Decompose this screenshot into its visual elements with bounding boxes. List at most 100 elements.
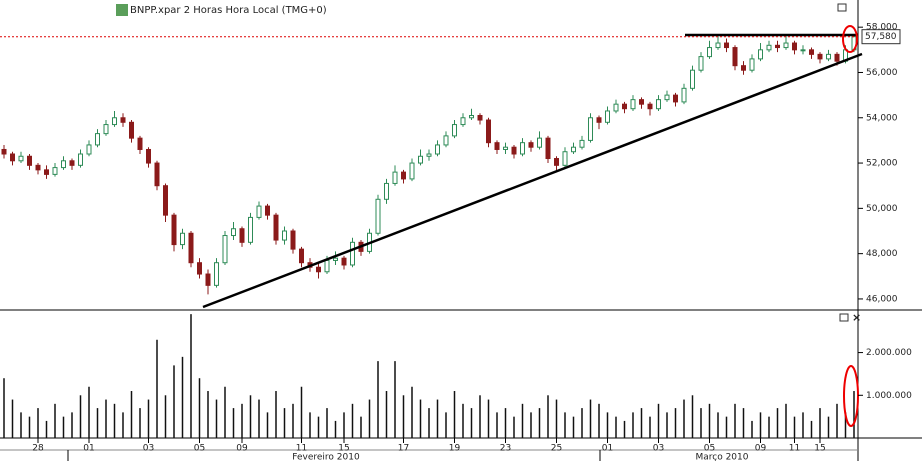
candle-body — [188, 232, 194, 264]
candle-body — [171, 214, 177, 246]
y-tick-label: 58,000 — [866, 23, 898, 33]
x-tick-label: 11 — [296, 444, 307, 454]
candle-body — [163, 185, 168, 216]
candle-body — [103, 124, 109, 135]
candle-body — [690, 69, 695, 89]
candle-body — [10, 153, 15, 162]
candle-body — [129, 121, 134, 139]
candle-body — [511, 146, 517, 155]
x-tick-label: 01 — [602, 444, 613, 454]
candle-body — [333, 257, 338, 261]
month-label: Março 2010 — [695, 453, 748, 461]
candle-body — [86, 144, 92, 155]
candle-body — [766, 44, 772, 51]
marks — [1, 33, 857, 438]
candle-body — [792, 42, 797, 51]
candle-body — [146, 148, 151, 164]
y-tick-label: 46,000 — [866, 294, 898, 304]
candle-body — [613, 103, 619, 112]
candle-body — [579, 139, 585, 148]
x-tick-label: 05 — [704, 444, 715, 454]
candle-body — [197, 262, 202, 275]
x-tick-label: 03 — [143, 444, 154, 454]
candle-body — [256, 205, 262, 218]
candle-body — [324, 259, 330, 273]
candle-body — [214, 262, 219, 286]
candle-body — [486, 119, 491, 144]
candle-body — [783, 42, 789, 49]
candle-body — [112, 117, 117, 126]
candle-body — [205, 273, 211, 286]
y-tick-label: 48,000 — [866, 249, 898, 259]
x-tick-label: 17 — [398, 444, 409, 454]
candle-body — [265, 205, 270, 216]
candle-body — [44, 169, 49, 175]
candle-body — [69, 160, 75, 166]
candle-body — [630, 99, 636, 110]
candle-body — [401, 171, 406, 180]
x-tick-label: 25 — [551, 444, 562, 454]
candle-body — [137, 137, 143, 150]
y-tick-label: 56,000 — [866, 68, 898, 78]
candle-body — [273, 214, 279, 241]
last-price-label: 57,580 — [865, 32, 897, 42]
candle-body — [622, 103, 627, 110]
candle-body — [698, 56, 704, 71]
x-tick-label: 03 — [653, 444, 664, 454]
x-tick-label: 11 — [789, 444, 800, 454]
candle-body — [443, 135, 449, 146]
candle-body — [392, 171, 398, 184]
candle-body — [834, 53, 840, 62]
last-price-box — [861, 29, 901, 45]
candle-body — [341, 257, 347, 266]
candle-body — [554, 158, 559, 166]
candle-body — [673, 94, 678, 103]
candle-body — [749, 58, 755, 71]
candle-body — [520, 142, 525, 155]
candle-body — [452, 124, 457, 137]
highlight-ellipse — [842, 25, 858, 53]
x-tick-label: 23 — [500, 444, 511, 454]
y2-tick-label: 1.000.000 — [866, 391, 912, 401]
symbol-icon — [116, 4, 128, 16]
candle-body — [826, 53, 831, 60]
candle-body — [1, 148, 7, 155]
candle-body — [350, 241, 355, 266]
candle-body — [61, 160, 66, 169]
y-tick-label: 54,000 — [866, 113, 898, 123]
candle-body — [180, 232, 185, 246]
candle-body — [775, 44, 780, 49]
candle-body — [290, 230, 296, 250]
candle-body — [707, 47, 712, 58]
candle-body — [120, 117, 126, 123]
candle-body — [222, 235, 228, 264]
candle-body — [715, 42, 721, 49]
close-button[interactable]: × — [852, 311, 861, 324]
candle-body — [231, 228, 236, 237]
y-tick-label: 50,000 — [866, 204, 898, 214]
x-tick-label: 09 — [755, 444, 767, 454]
candle-body — [282, 230, 287, 241]
candle-body — [375, 198, 381, 234]
highlight-ellipse — [843, 365, 859, 427]
maximize-button[interactable] — [839, 313, 849, 322]
candle-body — [384, 182, 389, 200]
x-tick-label: 19 — [449, 444, 461, 454]
candle-body — [647, 103, 653, 110]
candle-body — [435, 144, 440, 155]
x-tick-label: 15 — [814, 444, 825, 454]
maximize-button[interactable] — [837, 3, 847, 12]
candle-body — [562, 151, 568, 166]
candle-body — [656, 99, 661, 110]
candle-body — [809, 49, 814, 55]
candle-body — [639, 99, 644, 105]
candle-body — [724, 42, 729, 49]
y-tick-label: 52,000 — [866, 159, 898, 169]
chart-title: BNPP.xpar 2 Horas Hora Local (TMG+0) — [130, 5, 327, 16]
candle-body — [426, 153, 432, 157]
candle-body — [545, 137, 551, 160]
month-label: Fevereiro 2010 — [292, 453, 360, 461]
candle-body — [18, 155, 24, 162]
candle-body — [596, 117, 602, 123]
